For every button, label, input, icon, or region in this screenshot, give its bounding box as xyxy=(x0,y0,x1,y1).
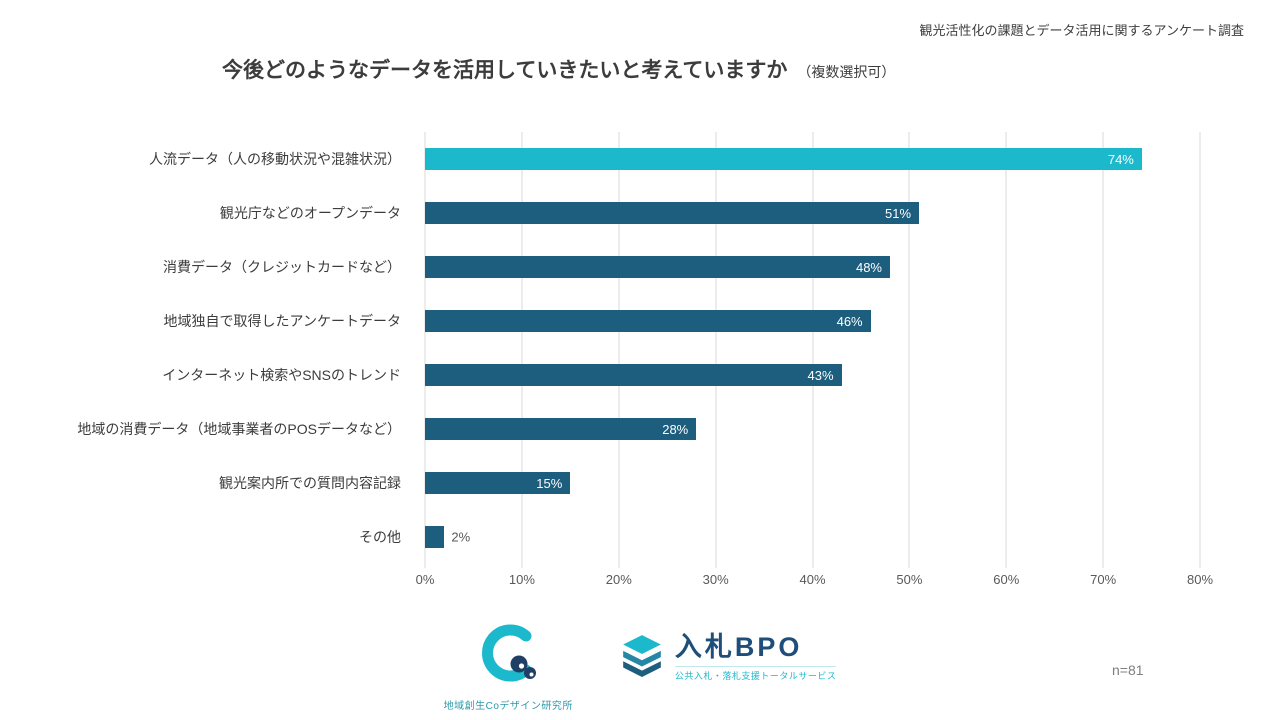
bar-category-label: その他 xyxy=(359,529,401,545)
x-tick-label: 60% xyxy=(993,572,1020,587)
bar-category-label: 観光庁などのオープンデータ xyxy=(219,205,401,221)
x-tick-label: 10% xyxy=(508,572,535,587)
gridline xyxy=(618,132,620,568)
bar-track: 2% xyxy=(425,526,1200,548)
x-tick-label: 0% xyxy=(415,572,435,587)
chart-title-suffix: （複数選択可） xyxy=(797,64,896,80)
bar-category-label: インターネット検索やSNSのトレンド xyxy=(162,367,401,383)
gridlines xyxy=(424,132,1201,568)
gridline xyxy=(812,132,813,568)
x-tick-label: 40% xyxy=(799,572,826,587)
bar-value-label: 51% xyxy=(885,205,912,221)
bar: 48% xyxy=(425,256,890,278)
gridline xyxy=(1199,132,1201,568)
bar-track: 51% xyxy=(425,202,1200,224)
footer: 地域創生Coデザイン研究所 入札BPO 公共入札・落札支援トータルサービス xyxy=(0,622,1280,712)
x-tick-label: 30% xyxy=(702,572,729,587)
bar: 74% xyxy=(425,148,1142,170)
chart-title-main: 今後どのようなデータを活用していきたいと考えていますか xyxy=(222,59,788,82)
x-tick-label: 20% xyxy=(605,572,632,587)
bar-track: 48% xyxy=(425,256,1200,278)
chart-rows: 人流データ（人の移動状況や混雑状況） 74% 観光庁などのオープンデータ 51% 消費デ… xyxy=(55,132,1200,564)
nyusatsu-bpo-logo-text: 入札BPO 公共入札・落札支援トータルサービス xyxy=(674,632,837,682)
codesign-lab-logo-text: 地域創生Coデザイン研究所 xyxy=(443,701,573,712)
bar-track: 43% xyxy=(425,364,1200,386)
codesign-lab-logo: 地域創生Coデザイン研究所 xyxy=(444,622,573,712)
codesign-lab-logo-icon xyxy=(475,622,541,691)
bar-track: 15% xyxy=(425,472,1200,494)
nyusatsu-bpo-logo-icon xyxy=(619,632,665,683)
bar xyxy=(425,526,445,548)
bar-value-label: 48% xyxy=(855,259,882,275)
bar-category-label: 観光案内所での質問内容記録 xyxy=(219,475,401,491)
bar-category-label: 地域独自で取得したアンケートデータ xyxy=(163,313,401,329)
bar-track: 74% xyxy=(425,148,1200,170)
chart-row: 観光庁などのオープンデータ 51% xyxy=(55,186,1200,240)
x-tick-label: 80% xyxy=(1186,572,1214,587)
survey-header-note: 観光活性化の課題とデータ活用に関するアンケート調査 xyxy=(919,23,1244,38)
nyusatsu-bpo-logo-name: 入札BPO xyxy=(674,632,803,663)
chart-row: その他 2% xyxy=(55,510,1200,564)
chart-title: 今後どのようなデータを活用していきたいと考えていますか （複数選択可） xyxy=(222,54,895,84)
bar-value-label: 15% xyxy=(536,475,563,491)
x-tick-label: 50% xyxy=(896,572,923,587)
bar-track: 28% xyxy=(425,418,1200,440)
gridline xyxy=(424,132,426,568)
bar-value-label: 28% xyxy=(662,421,689,437)
chart-row: 地域の消費データ（地域事業者のPOSデータなど） 28% xyxy=(55,402,1200,456)
gridline xyxy=(521,132,523,568)
x-tick-label: 70% xyxy=(1090,572,1117,587)
bar-value-label: 43% xyxy=(807,367,834,383)
nyusatsu-bpo-logo-subtitle: 公共入札・落札支援トータルサービス xyxy=(674,665,837,682)
bar-chart: 人流データ（人の移動状況や混雑状況） 74% 観光庁などのオープンデータ 51% 消費デ… xyxy=(55,132,1213,600)
bar: 28% xyxy=(425,418,697,440)
bar-track: 46% xyxy=(425,310,1200,332)
chart-row: 消費データ（クレジットカードなど） 48% xyxy=(55,240,1200,294)
chart-row: インターネット検索やSNSのトレンド 43% xyxy=(55,348,1200,402)
bar-category-label: 人流データ（人の移動状況や混雑状況） xyxy=(149,151,401,167)
nyusatsu-bpo-logo: 入札BPO 公共入札・落札支援トータルサービス xyxy=(619,622,837,683)
bar-category-label: 地域の消費データ（地域事業者のPOSデータなど） xyxy=(77,421,401,437)
bar-category-label: 消費データ（クレジットカードなど） xyxy=(163,259,401,275)
gridline xyxy=(1005,132,1007,568)
bar-value-label: 2% xyxy=(451,529,471,545)
x-axis: 0% 10% 20% 30% 40% 50% 60% 70% 80% xyxy=(416,572,1213,600)
gridline xyxy=(908,132,910,568)
chart-row: 地域独自で取得したアンケートデータ 46% xyxy=(55,294,1200,348)
bar: 15% xyxy=(425,472,571,494)
bar-value-label: 46% xyxy=(836,313,863,329)
sample-size: n=81 xyxy=(1112,662,1144,678)
gridline xyxy=(1102,132,1104,568)
bar: 43% xyxy=(425,364,842,386)
bar: 51% xyxy=(425,202,920,224)
bar-value-label: 74% xyxy=(1107,151,1134,167)
chart-row: 観光案内所での質問内容記録 15% xyxy=(55,456,1200,510)
chart-row: 人流データ（人の移動状況や混雑状況） 74% xyxy=(55,132,1200,186)
bar: 46% xyxy=(425,310,871,332)
gridline xyxy=(715,132,717,568)
